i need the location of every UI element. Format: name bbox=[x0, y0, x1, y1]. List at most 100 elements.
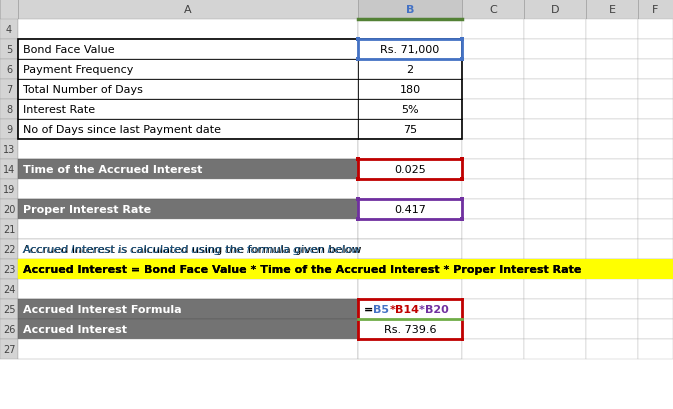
Bar bbox=[18, 339, 358, 359]
Bar bbox=[358, 239, 462, 259]
Bar bbox=[0, 259, 18, 279]
Text: Accrued Interest = Bond Face Value * Time of the Accrued Interest * Proper Inter: Accrued Interest = Bond Face Value * Tim… bbox=[23, 264, 581, 274]
Bar bbox=[638, 139, 673, 160]
Bar bbox=[18, 319, 358, 339]
Bar bbox=[462, 80, 524, 100]
Bar bbox=[18, 40, 462, 139]
Bar bbox=[524, 220, 586, 239]
Bar bbox=[18, 279, 358, 299]
Bar bbox=[18, 120, 358, 139]
Bar bbox=[18, 20, 358, 40]
Text: 0.417: 0.417 bbox=[394, 204, 426, 214]
Bar bbox=[0, 279, 18, 299]
Bar bbox=[586, 180, 638, 200]
Text: 23: 23 bbox=[3, 264, 15, 274]
Bar bbox=[462, 40, 524, 60]
Bar bbox=[524, 239, 586, 259]
Bar bbox=[460, 157, 464, 162]
Bar bbox=[356, 38, 360, 42]
Text: B20: B20 bbox=[425, 304, 449, 314]
Text: Accrued Interest Formula: Accrued Interest Formula bbox=[23, 304, 182, 314]
Bar bbox=[462, 60, 524, 80]
Bar bbox=[586, 339, 638, 359]
Bar bbox=[18, 239, 358, 259]
Bar bbox=[524, 279, 586, 299]
Bar bbox=[586, 279, 638, 299]
Bar bbox=[638, 180, 673, 200]
Bar bbox=[462, 120, 524, 139]
Bar bbox=[0, 180, 18, 200]
Bar bbox=[524, 160, 586, 180]
Bar bbox=[586, 0, 638, 20]
Bar bbox=[586, 40, 638, 60]
Bar bbox=[638, 319, 673, 339]
Text: 27: 27 bbox=[3, 344, 15, 354]
Text: Rs. 739.6: Rs. 739.6 bbox=[384, 324, 436, 334]
Bar bbox=[358, 40, 462, 60]
Text: 26: 26 bbox=[3, 324, 15, 334]
Bar bbox=[638, 259, 673, 279]
Bar bbox=[462, 139, 524, 160]
Text: Total Number of Days: Total Number of Days bbox=[23, 85, 143, 95]
Text: A: A bbox=[184, 5, 192, 15]
Text: 20: 20 bbox=[3, 204, 15, 214]
Bar bbox=[18, 259, 358, 279]
Bar bbox=[524, 299, 586, 319]
Bar bbox=[358, 180, 462, 200]
Bar bbox=[356, 218, 360, 221]
Text: Payment Frequency: Payment Frequency bbox=[23, 65, 133, 75]
Text: 24: 24 bbox=[3, 284, 15, 294]
Bar bbox=[524, 20, 586, 40]
Bar bbox=[460, 58, 464, 62]
Bar bbox=[586, 120, 638, 139]
Bar bbox=[358, 220, 462, 239]
Bar bbox=[358, 139, 462, 160]
Text: 7: 7 bbox=[6, 85, 12, 95]
Bar bbox=[638, 339, 673, 359]
Bar bbox=[0, 220, 18, 239]
Bar bbox=[0, 160, 18, 180]
Bar bbox=[358, 100, 462, 120]
Text: Accrued Interest: Accrued Interest bbox=[23, 324, 127, 334]
Bar bbox=[0, 100, 18, 120]
Text: B5: B5 bbox=[374, 304, 389, 314]
Bar bbox=[18, 60, 358, 80]
Bar bbox=[638, 200, 673, 220]
Bar bbox=[638, 0, 673, 20]
Bar bbox=[462, 200, 524, 220]
Bar bbox=[358, 0, 462, 20]
Bar bbox=[358, 259, 462, 279]
Bar bbox=[460, 198, 464, 202]
Text: D: D bbox=[551, 5, 559, 15]
Text: B14: B14 bbox=[395, 304, 419, 314]
Bar bbox=[0, 239, 18, 259]
Text: 5: 5 bbox=[6, 45, 12, 55]
Bar bbox=[586, 139, 638, 160]
Text: 25: 25 bbox=[3, 304, 15, 314]
Bar bbox=[18, 220, 358, 239]
Bar bbox=[524, 100, 586, 120]
Bar bbox=[462, 339, 524, 359]
Bar bbox=[460, 38, 464, 42]
Bar bbox=[524, 180, 586, 200]
Text: Bond Face Value: Bond Face Value bbox=[23, 45, 114, 55]
Text: No of Days since last Payment date: No of Days since last Payment date bbox=[23, 125, 221, 135]
Text: Accrued Interest is calculated using the formula given below: Accrued Interest is calculated using the… bbox=[23, 245, 361, 254]
Bar bbox=[0, 60, 18, 80]
Bar bbox=[0, 139, 18, 160]
Bar bbox=[462, 279, 524, 299]
Bar bbox=[586, 60, 638, 80]
Bar bbox=[18, 100, 358, 120]
Bar bbox=[638, 40, 673, 60]
Bar bbox=[0, 40, 18, 60]
Text: Proper Interest Rate: Proper Interest Rate bbox=[23, 204, 151, 214]
Text: F: F bbox=[652, 5, 659, 15]
Bar bbox=[356, 178, 360, 182]
Bar bbox=[358, 339, 462, 359]
Bar bbox=[638, 279, 673, 299]
Text: 5%: 5% bbox=[401, 105, 419, 115]
Text: Interest Rate: Interest Rate bbox=[23, 105, 95, 115]
Bar bbox=[18, 160, 358, 180]
Bar bbox=[462, 0, 524, 20]
Bar bbox=[462, 160, 524, 180]
